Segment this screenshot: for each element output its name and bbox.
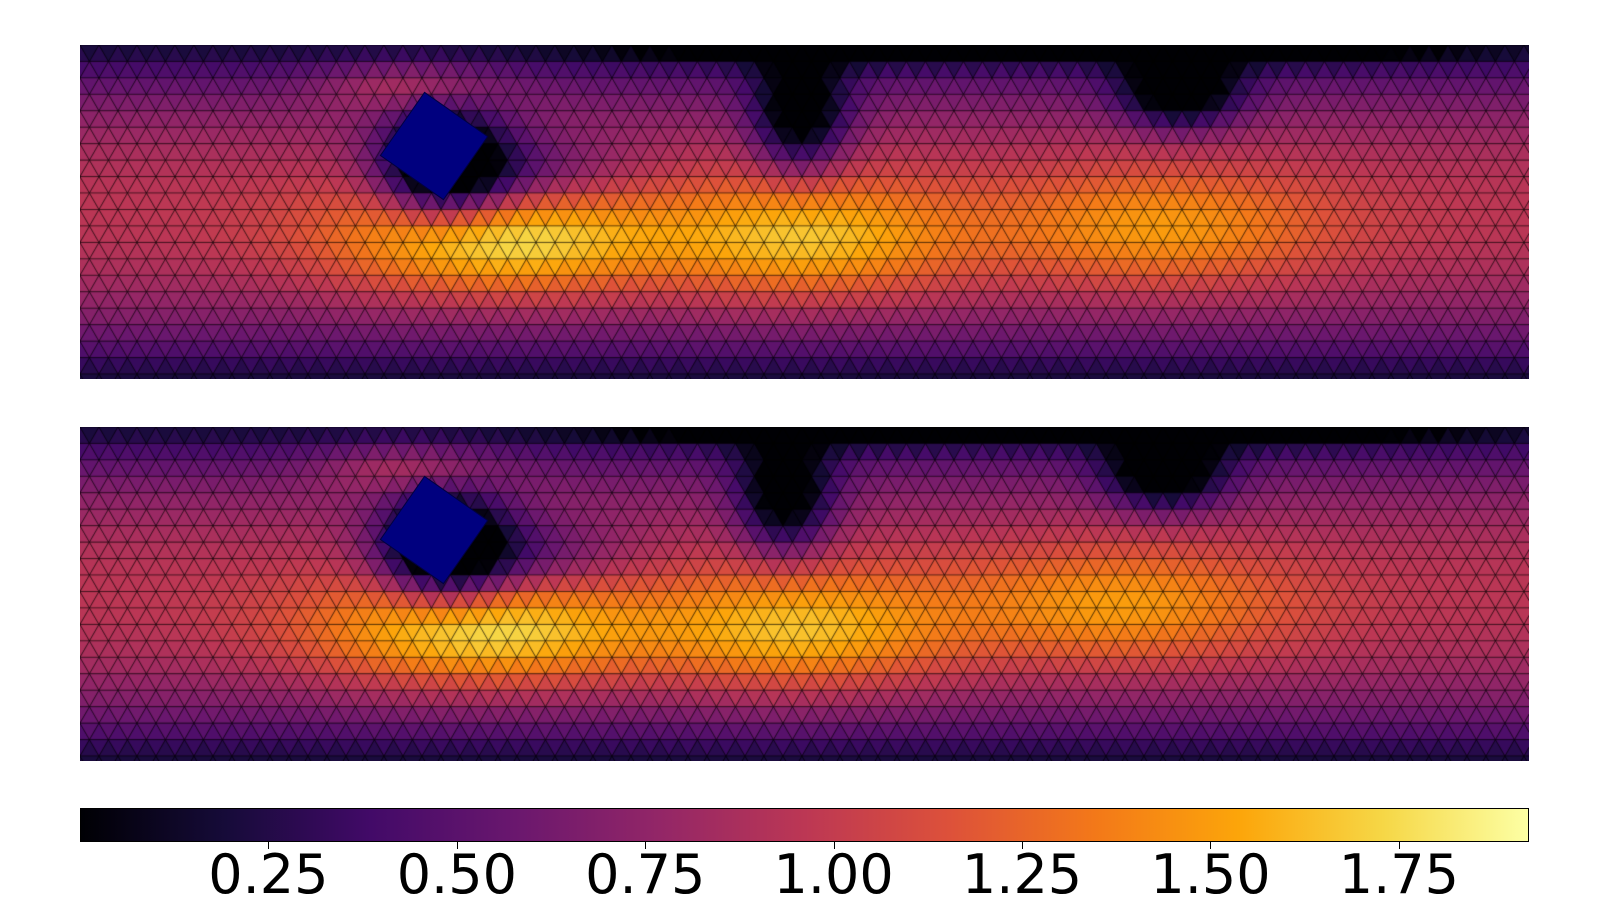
velocity-field-mesh-bottom [80, 427, 1529, 761]
colorbar-tick-label: 1.25 [961, 843, 1083, 906]
colorbar-tick [833, 841, 835, 849]
colorbar-tick [1210, 841, 1212, 849]
colorbar-tick-label: 0.25 [208, 843, 329, 906]
colorbar-tick-label: 1.75 [1338, 843, 1459, 906]
colorbar-tick-label: 0.50 [396, 843, 517, 906]
colorbar-tick-label: 1.50 [1150, 843, 1271, 906]
colorbar [80, 808, 1529, 842]
colorbar-tick [268, 841, 270, 849]
velocity-field-mesh-top [80, 45, 1529, 379]
flow-field-panel-top [80, 45, 1529, 379]
colorbar-tick [1022, 841, 1024, 849]
colorbar-tick-label: 1.00 [773, 843, 894, 906]
colorbar-tick [1398, 841, 1400, 849]
colorbar-tick-label: 0.75 [585, 843, 706, 906]
flow-field-panel-bottom [80, 427, 1529, 761]
colorbar-tick [456, 841, 458, 849]
colorbar-tick [645, 841, 647, 849]
